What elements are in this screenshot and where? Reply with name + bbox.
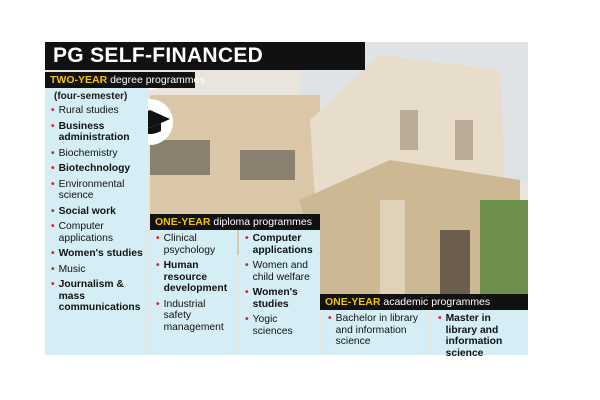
course-item: • Women's studies xyxy=(245,287,316,310)
course-item: • Industrial safety management xyxy=(156,299,233,334)
course-item: • Women's studies xyxy=(51,248,144,260)
course-item: • Biochemistry xyxy=(51,148,144,160)
course-item: • Social work xyxy=(51,206,144,218)
course-item: • Clinical psychology xyxy=(156,233,233,256)
course-name: Journalism & mass communications xyxy=(58,279,141,313)
course-name: Master in library and information scienc… xyxy=(445,313,503,359)
header-text: degree programmes xyxy=(110,74,205,86)
course-name: Computer applications xyxy=(252,233,313,256)
bullet: • xyxy=(328,313,332,324)
bullet: • xyxy=(156,233,160,244)
bullet: • xyxy=(51,120,55,132)
course-item: • Environmental science xyxy=(51,179,144,202)
bullet: • xyxy=(51,248,55,259)
header-label: ONE-YEAR xyxy=(155,216,211,228)
doorway xyxy=(440,230,470,295)
course-name: Music xyxy=(58,263,86,275)
pillar xyxy=(380,200,405,295)
course-item: • Master in library and information scien… xyxy=(438,313,524,359)
bullet: • xyxy=(51,205,55,217)
bullet: • xyxy=(51,163,55,174)
header-text: academic programmes xyxy=(383,296,491,308)
tree xyxy=(480,200,528,300)
window xyxy=(455,120,473,160)
course-name: Women and child welfare xyxy=(252,260,310,283)
course-item: • Bachelor in library and information sci… xyxy=(328,313,426,348)
bullet: • xyxy=(156,260,160,271)
course-list: • Bachelor in library and information sci… xyxy=(322,310,430,348)
title: PG SELF-FINANCED COURSES xyxy=(45,42,365,95)
course-name: Yogic sciences xyxy=(252,314,293,337)
course-item: • Yogic sciences xyxy=(245,314,316,337)
course-item: • Computer applications xyxy=(245,233,316,256)
academic-box: • Bachelor in library and information sci… xyxy=(322,310,430,355)
bullet: • xyxy=(156,298,160,310)
course-item: • Women and child welfare xyxy=(245,260,316,283)
course-name: Social work xyxy=(58,205,116,217)
course-list: • Rural studies • Business administration • B… xyxy=(45,102,148,314)
bullet: • xyxy=(51,221,55,232)
course-name: Clinical psychology xyxy=(163,233,216,256)
section-header: ONE-YEAR diploma programmes xyxy=(150,214,320,230)
academic-box: • Master in library and information scien… xyxy=(432,310,528,359)
course-name: Women's studies xyxy=(58,248,143,259)
course-list: • Clinical psychology • Human resource deve… xyxy=(150,230,237,333)
course-item: • Music xyxy=(51,264,144,276)
bullet: • xyxy=(438,313,442,324)
bullet: • xyxy=(51,105,55,116)
course-name: Women's studies xyxy=(252,287,298,310)
bullet: • xyxy=(245,260,249,271)
header-label: TWO-YEAR xyxy=(50,74,108,86)
section-header: TWO-YEAR degree programmes xyxy=(45,72,205,88)
window xyxy=(400,110,418,150)
header-label: ONE-YEAR xyxy=(325,296,381,308)
bullet: • xyxy=(245,314,249,325)
course-item: • Human resource development xyxy=(156,260,233,295)
diploma-box: • Clinical psychology • Human resource deve… xyxy=(150,230,237,355)
note: (four-semester) xyxy=(54,91,128,102)
window xyxy=(240,150,295,180)
course-name: Rural studies xyxy=(58,105,119,116)
course-list: • Master in library and information scien… xyxy=(432,310,528,359)
course-item: • Journalism & mass communications xyxy=(51,279,144,314)
course-name: Computer applications xyxy=(58,221,113,244)
diploma-box: • Computer applications • Women and child w… xyxy=(239,230,320,355)
bullet: • xyxy=(51,147,55,159)
bullet: • xyxy=(51,263,55,275)
course-name: Industrial safety management xyxy=(163,298,224,333)
section-header: ONE-YEAR academic programmes xyxy=(320,294,528,310)
course-name: Human resource development xyxy=(163,260,228,294)
window xyxy=(150,140,210,175)
course-item: • Rural studies xyxy=(51,105,144,117)
course-name: Environmental science xyxy=(58,178,125,202)
course-name: Business administration xyxy=(58,120,130,144)
course-item: • Business administration xyxy=(51,121,144,144)
course-list: • Computer applications • Women and child w… xyxy=(239,230,320,337)
header-text: diploma programmes xyxy=(213,216,312,228)
bullet: • xyxy=(51,178,55,190)
course-name: Biochemistry xyxy=(58,147,118,159)
course-name: Bachelor in library and information scie… xyxy=(335,313,419,347)
bullet: • xyxy=(51,279,55,290)
bullet: • xyxy=(245,233,249,244)
two-year-box: (four-semester) • Rural studies • Business … xyxy=(45,88,148,355)
course-item: • Computer applications xyxy=(51,221,144,244)
bullet: • xyxy=(245,287,249,298)
course-item: • Biotechnology xyxy=(51,163,144,175)
course-name: Biotechnology xyxy=(58,163,131,174)
